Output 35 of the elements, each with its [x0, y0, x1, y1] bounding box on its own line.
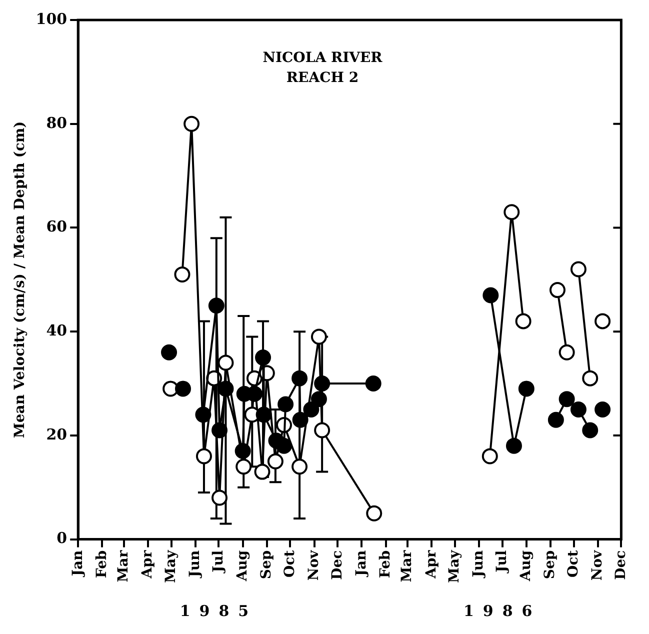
x-tick-label: Jan: [353, 550, 370, 578]
text: REACH 2: [286, 70, 359, 86]
x-tick-label: Feb: [377, 550, 394, 578]
y-tick-label: 0: [56, 529, 68, 548]
x-tick-label: Jul: [210, 550, 226, 574]
x-tick-label: Mar: [399, 550, 416, 582]
x-tick-label: Oct: [565, 550, 582, 578]
x-tick-label: Sep: [258, 550, 275, 580]
x-tick-label: Aug: [518, 550, 534, 582]
x-tick-label: Oct: [282, 550, 298, 578]
x-tick-label: May: [446, 549, 463, 583]
x-tick-label: Jun: [187, 550, 204, 580]
x-tick-label: Nov: [590, 549, 606, 581]
x-tick-label: Dec: [612, 550, 629, 580]
x-tick-label: Sep: [542, 550, 558, 580]
y-tick-label: 100: [36, 10, 68, 28]
x-tick-label: Dec: [329, 550, 346, 580]
y-tick-label: 60: [46, 218, 68, 236]
text: 1985: [180, 602, 258, 620]
y-tick-label: 20: [46, 425, 68, 444]
x-tick-label: Jan: [70, 550, 86, 578]
y-tick-label: 40: [46, 321, 68, 340]
y-tick-label: 80: [46, 114, 68, 132]
x-tick-label: May: [162, 549, 179, 583]
x-tick-label: Mar: [116, 550, 132, 582]
x-tick-label: Feb: [94, 550, 110, 578]
x-tick-label: Apr: [423, 550, 440, 580]
x-tick-label: Jun: [470, 550, 487, 580]
x-tick-label: Nov: [306, 549, 322, 581]
text: NICOLA RIVER: [262, 50, 383, 66]
y-axis-title: Mean Velocity (cm/s) / Mean Depth (cm): [12, 121, 28, 438]
x-tick-label: Apr: [140, 550, 156, 580]
x-tick-label: Aug: [234, 550, 250, 582]
x-tick-label: Jul: [494, 550, 510, 574]
text: 1986: [463, 602, 542, 620]
